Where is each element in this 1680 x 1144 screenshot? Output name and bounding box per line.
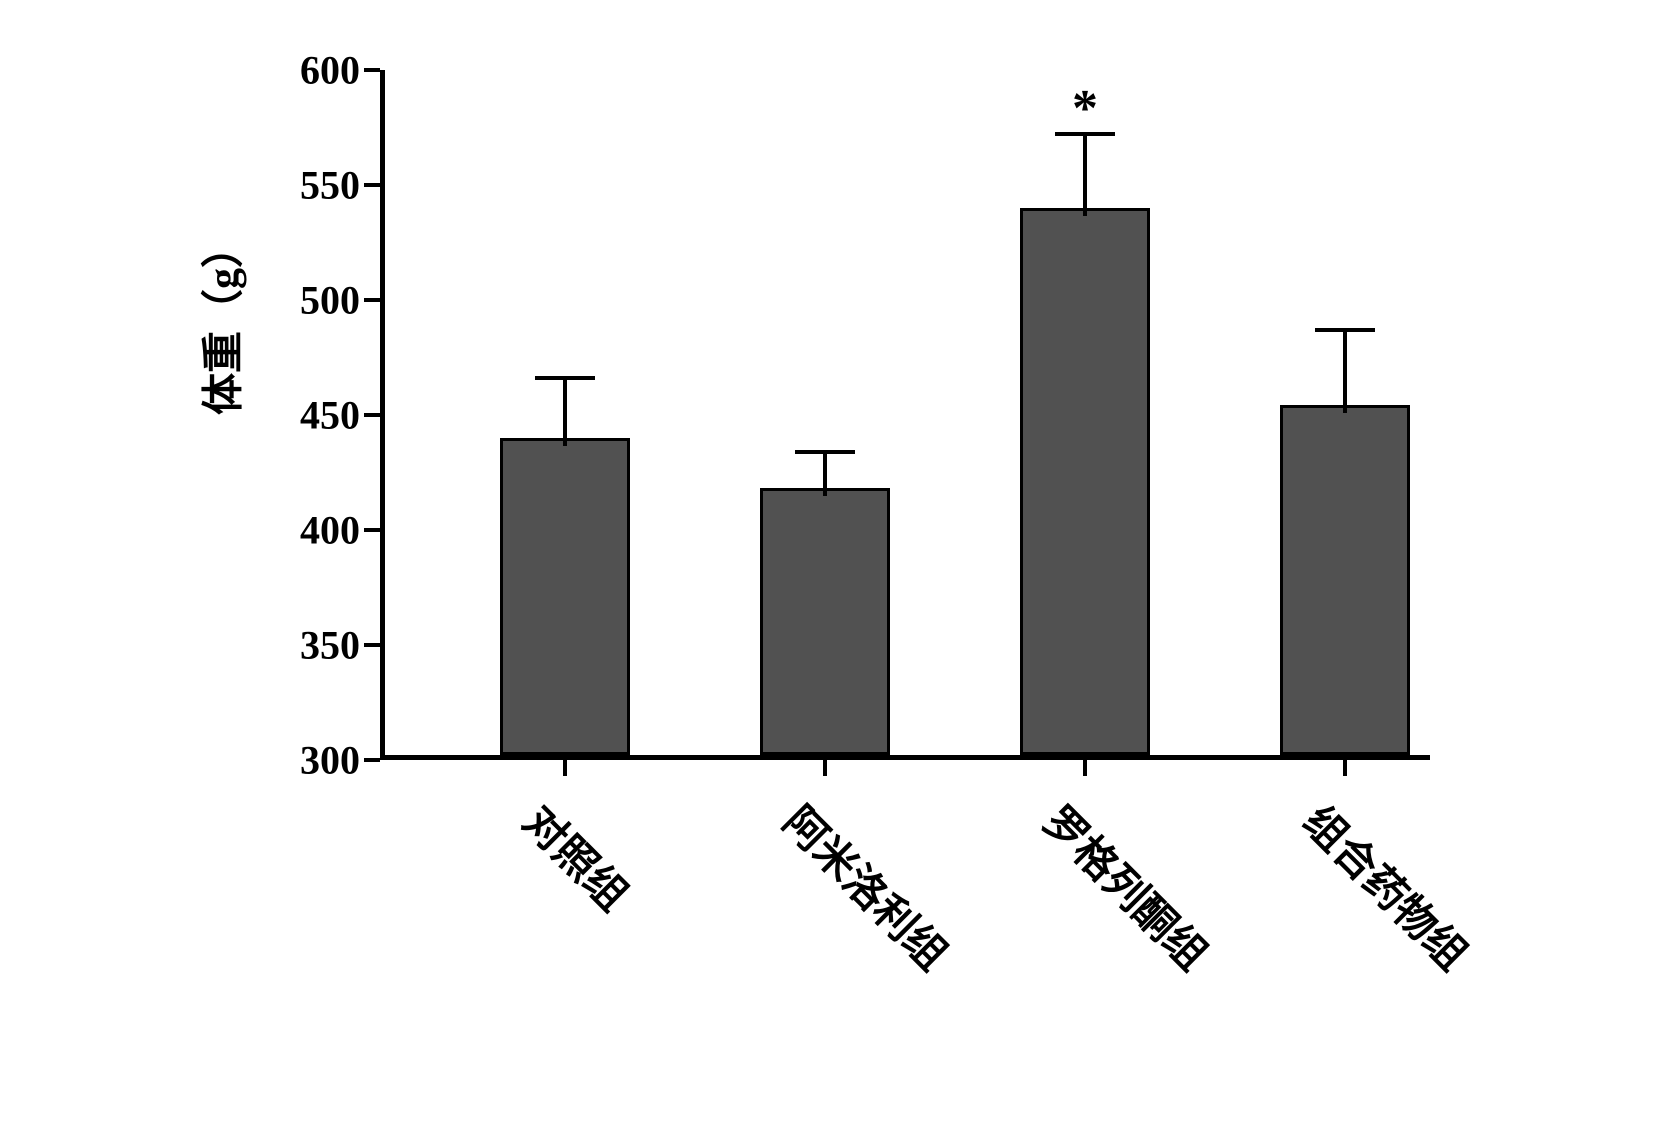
bar (1020, 208, 1150, 755)
y-tick (364, 758, 380, 762)
error-bar-stem (563, 378, 567, 445)
x-tick (1083, 760, 1087, 776)
y-tick-label: 400 (270, 507, 360, 554)
y-tick (364, 183, 380, 187)
x-tick (1343, 760, 1347, 776)
y-tick (364, 68, 380, 72)
error-bar-cap (1315, 328, 1375, 332)
bar (760, 488, 890, 755)
plot-area: 300350400450500550600 * (380, 70, 1430, 760)
error-bar-stem (823, 452, 827, 496)
category-label: 对照组 (512, 790, 644, 922)
y-axis (380, 70, 385, 760)
bar (500, 438, 630, 755)
y-tick-label: 550 (270, 162, 360, 209)
category-label: 阿米洛利组 (772, 790, 964, 982)
x-tick (823, 760, 827, 776)
y-tick (364, 643, 380, 647)
y-tick-label: 450 (270, 392, 360, 439)
y-tick-label: 350 (270, 622, 360, 669)
error-bar-cap (795, 450, 855, 454)
y-tick-label: 500 (270, 277, 360, 324)
y-tick (364, 298, 380, 302)
error-bar-stem (1343, 330, 1347, 414)
category-label: 组合药物组 (1292, 790, 1484, 982)
y-tick-label: 300 (270, 737, 360, 784)
error-bar-cap (535, 376, 595, 380)
error-bar-stem (1083, 134, 1087, 215)
bar-chart: 体重（g） 300350400450500550600 * 对照组阿米洛利组罗格… (180, 50, 1500, 1094)
y-tick (364, 413, 380, 417)
x-tick (563, 760, 567, 776)
y-axis-title: 体重（g） (190, 226, 251, 415)
y-tick (364, 528, 380, 532)
y-tick-label: 600 (270, 47, 360, 94)
significance-marker: * (1072, 79, 1098, 138)
x-axis (380, 755, 1430, 760)
category-label: 罗格列酮组 (1032, 790, 1224, 982)
bar (1280, 405, 1410, 755)
